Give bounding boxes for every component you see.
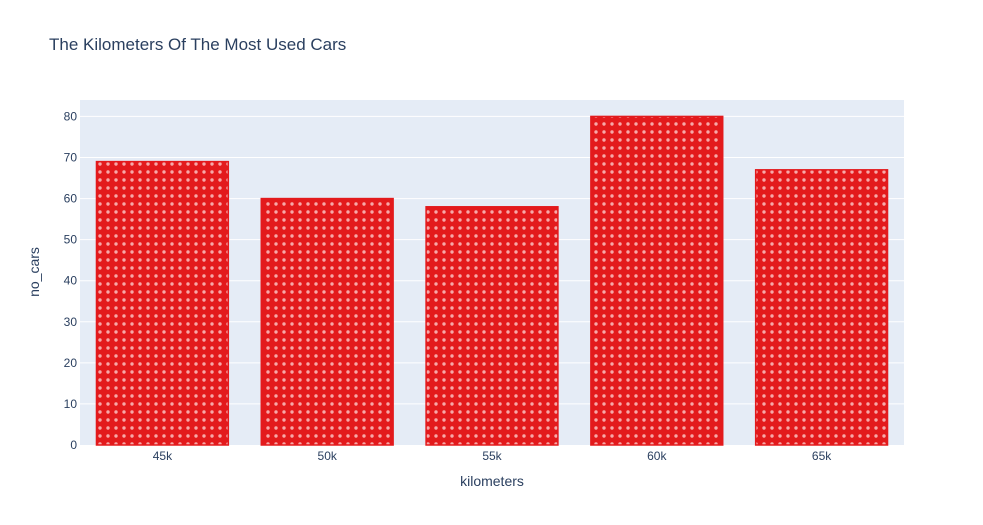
y-tick-label: 70 xyxy=(64,151,78,165)
x-tick-label: 55k xyxy=(482,449,502,463)
x-tick-label: 60k xyxy=(647,449,667,463)
y-tick-label: 40 xyxy=(64,274,78,288)
x-tick-label: 50k xyxy=(318,449,338,463)
chart-title: The Kilometers Of The Most Used Cars xyxy=(49,35,346,54)
y-tick-label: 10 xyxy=(64,397,78,411)
y-tick-label: 0 xyxy=(70,438,77,452)
y-tick-label: 60 xyxy=(64,192,78,206)
bar-60k xyxy=(590,115,724,446)
y-tick-label: 50 xyxy=(64,233,78,247)
y-axis-ticks: 0 10 20 30 40 50 60 70 80 xyxy=(64,109,78,452)
y-tick-label: 80 xyxy=(64,109,78,123)
bar-55k xyxy=(425,206,559,446)
x-axis-ticks: 45k 50k 55k 60k 65k xyxy=(153,449,833,463)
bars xyxy=(95,115,889,446)
y-axis-title: no_cars xyxy=(26,247,42,297)
bar-65k xyxy=(754,169,889,446)
x-axis-title: kilometers xyxy=(460,473,524,489)
bar-45k xyxy=(95,160,230,446)
x-tick-label: 65k xyxy=(812,449,832,463)
bar-50k xyxy=(260,197,394,446)
x-tick-label: 45k xyxy=(153,449,173,463)
y-tick-label: 30 xyxy=(64,315,78,329)
y-tick-label: 20 xyxy=(64,356,78,370)
